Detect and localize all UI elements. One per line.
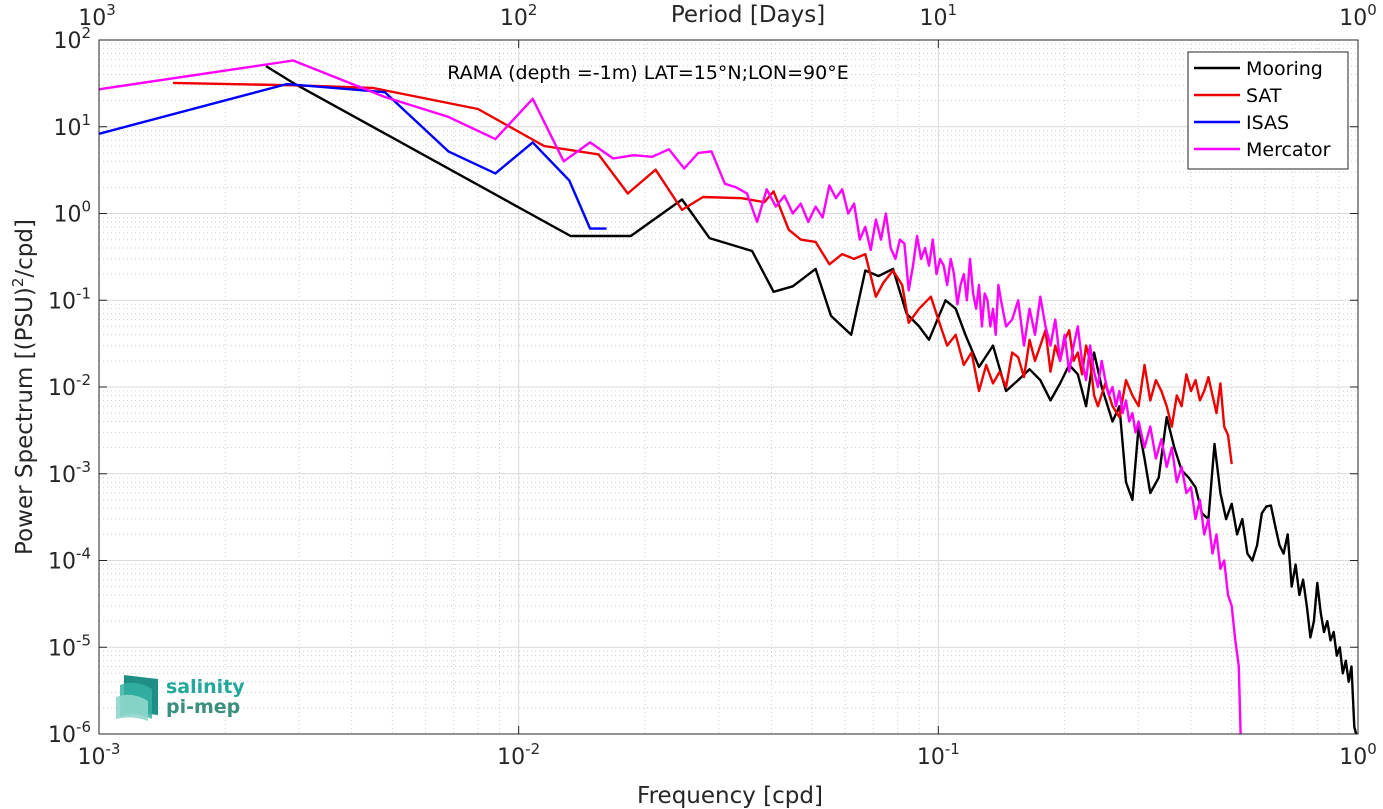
logo-wave-front: [116, 694, 148, 721]
legend-label-isas: ISAS: [1246, 112, 1289, 134]
x-tick-label: 10-2: [497, 740, 540, 770]
y-tick-label: 10-4: [48, 545, 91, 575]
top-tick-label: 103: [78, 1, 116, 31]
legend-label-mercator: Mercator: [1246, 139, 1331, 161]
x-tick-label: 10-3: [78, 740, 121, 770]
chart-title: RAMA (depth =-1m) LAT=15°N;LON=90°E: [447, 62, 848, 84]
legend-label-sat: SAT: [1246, 85, 1282, 107]
y-axis-label: Power Spectrum [(PSU)2/cpd]: [9, 219, 38, 555]
x-tick-label: 10-1: [917, 740, 960, 770]
y-axis-label-unit: /cpd]: [12, 219, 38, 278]
top-tick-label: 102: [500, 1, 538, 31]
logo-text-salinity: salinity: [166, 676, 245, 698]
y-tick-label: 10-1: [48, 284, 91, 314]
x-tick-label: 100: [1339, 740, 1377, 770]
y-tick-label: 10-6: [48, 718, 91, 748]
legend: Mooring SAT ISAS Mercator: [1187, 51, 1349, 170]
top-axis-label: Period [Days]: [671, 2, 825, 28]
y-axis-label-exponent: 2: [9, 278, 27, 288]
series-line-sat: [172, 81, 1233, 465]
y-axis-label-main: Power Spectrum [(PSU): [12, 287, 38, 555]
series-line-mercator: [98, 59, 1242, 735]
top-tick-label: 101: [920, 1, 958, 31]
y-tick-label: 10-3: [48, 458, 91, 488]
salinity-pi-mep-logo: salinity pi-mep: [116, 675, 245, 721]
legend-label-mooring: Mooring: [1246, 58, 1323, 80]
y-tick-label: 101: [53, 111, 91, 141]
x-axis-label: Frequency [cpd]: [637, 783, 823, 809]
series-line-mooring: [265, 65, 1358, 735]
top-tick-label: 100: [1339, 1, 1377, 31]
y-tick-label: 100: [53, 198, 91, 228]
logo-text-pimep: pi-mep: [166, 696, 240, 718]
y-tick-label: 10-2: [48, 371, 91, 401]
series-lines: [98, 59, 1358, 735]
y-tick-label: 102: [53, 24, 91, 54]
y-tick-label: 10-5: [48, 631, 91, 661]
legend-items: Mooring SAT ISAS Mercator: [1194, 58, 1331, 161]
series-line-isas: [98, 82, 607, 230]
